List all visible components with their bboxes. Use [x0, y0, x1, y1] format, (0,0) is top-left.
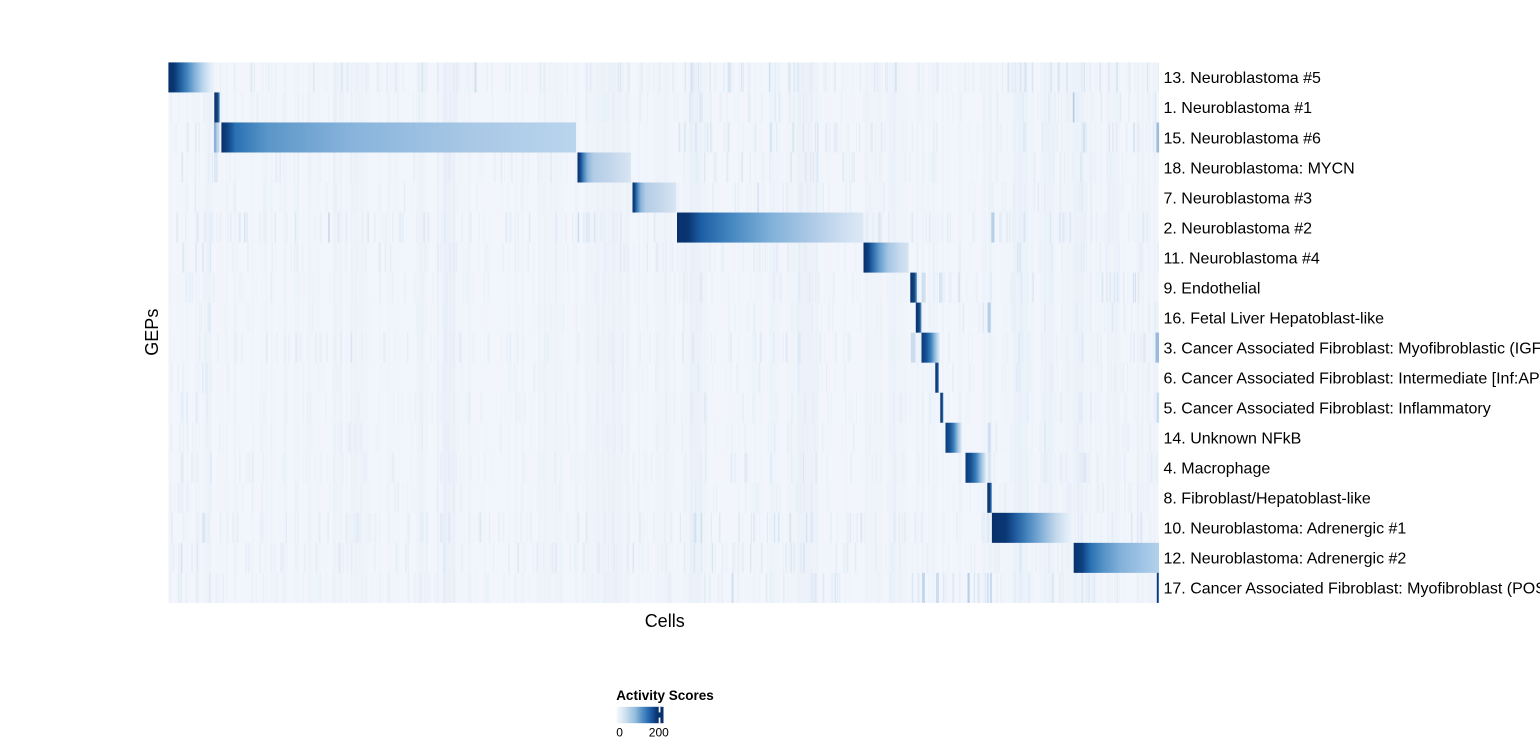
svg-text:18. Neuroblastoma: MYCN: 18. Neuroblastoma: MYCN [1164, 160, 1355, 177]
svg-text:17. Cancer Associated Fibrobla: 17. Cancer Associated Fibroblast: Myofib… [1164, 581, 1540, 598]
svg-text:12. Neuroblastoma: Adrenergic: 12. Neuroblastoma: Adrenergic #2 [1164, 551, 1407, 568]
svg-text:GEPs: GEPs [142, 309, 162, 356]
svg-text:16. Fetal Liver Hepatoblast-li: 16. Fetal Liver Hepatoblast-like [1164, 310, 1385, 327]
svg-text:15. Neuroblastoma #6: 15. Neuroblastoma #6 [1164, 130, 1322, 147]
svg-text:9. Endothelial: 9. Endothelial [1164, 280, 1261, 297]
svg-text:1. Neuroblastoma #1: 1. Neuroblastoma #1 [1164, 100, 1313, 117]
svg-text:Activity Scores: Activity Scores [616, 688, 714, 703]
svg-text:0: 0 [616, 726, 623, 740]
svg-text:13. Neuroblastoma #5: 13. Neuroblastoma #5 [1164, 70, 1322, 87]
svg-text:Cells: Cells [645, 611, 685, 631]
svg-text:6. Cancer Associated Fibroblas: 6. Cancer Associated Fibroblast: Interme… [1164, 371, 1540, 388]
svg-text:7. Neuroblastoma #3: 7. Neuroblastoma #3 [1164, 190, 1313, 207]
svg-text:4. Macrophage: 4. Macrophage [1164, 461, 1271, 478]
svg-text:3. Cancer Associated Fibroblas: 3. Cancer Associated Fibroblast: Myofibr… [1164, 341, 1540, 358]
svg-text:2. Neuroblastoma #2: 2. Neuroblastoma #2 [1164, 220, 1313, 237]
svg-text:14. Unknown NFkB: 14. Unknown NFkB [1164, 431, 1302, 448]
svg-text:11. Neuroblastoma #4: 11. Neuroblastoma #4 [1164, 250, 1320, 267]
svg-text:5. Cancer Associated Fibroblas: 5. Cancer Associated Fibroblast: Inflamm… [1164, 401, 1491, 418]
svg-text:10. Neuroblastoma: Adrenergic: 10. Neuroblastoma: Adrenergic #1 [1164, 521, 1407, 538]
svg-text:8. Fibroblast/Hepatoblast-like: 8. Fibroblast/Hepatoblast-like [1164, 491, 1371, 508]
svg-text:200: 200 [649, 726, 669, 740]
